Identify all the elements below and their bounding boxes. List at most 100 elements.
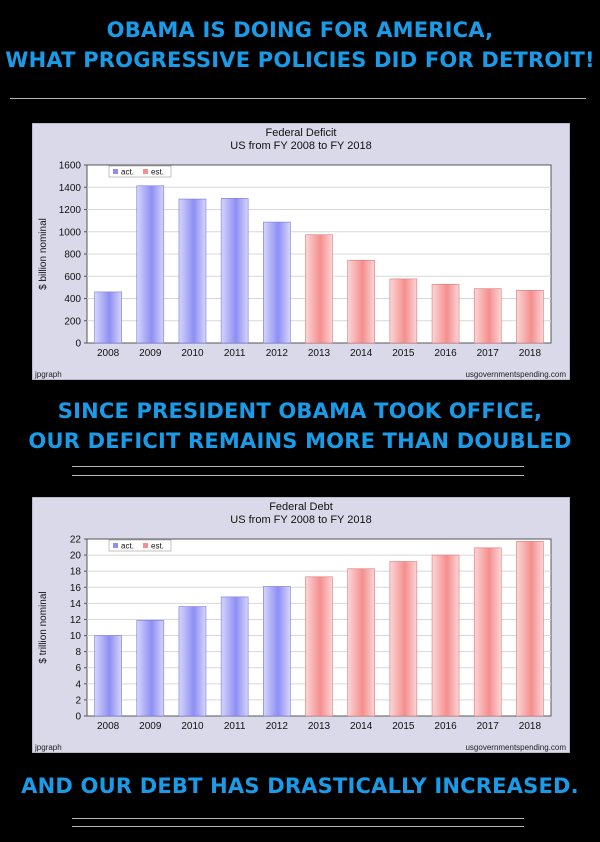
chart-title: Federal Deficit (266, 127, 337, 139)
y-axis-label: $ billion nominal (38, 218, 49, 290)
legend-box (108, 165, 172, 178)
bar-actual-2010 (178, 198, 207, 344)
y-tick-label: 10 (70, 631, 82, 642)
x-tick-label: 2011 (224, 348, 246, 359)
footer-right: usgovernmentspending.com (465, 743, 566, 752)
bar-estimated-2014 (347, 259, 375, 344)
headline-top: OBAMA IS DOING FOR AMERICA, WHAT PROGRES… (0, 15, 600, 75)
bar-estimated-2017 (473, 547, 502, 717)
y-tick-label: 16 (70, 583, 82, 594)
y-tick-label: 400 (64, 294, 81, 305)
legend-label-actual: act. (121, 168, 134, 177)
y-tick-label: 12 (70, 615, 82, 626)
x-tick-label: 2015 (392, 721, 415, 732)
x-tick-label: 2012 (266, 721, 289, 732)
y-tick-label: 800 (64, 250, 81, 261)
bar-actual-2008 (94, 291, 122, 344)
x-tick-label: 2016 (434, 348, 457, 359)
x-tick-label: 2018 (519, 348, 542, 359)
divider-middle-2 (72, 475, 524, 476)
x-tick-label: 2017 (477, 721, 500, 732)
bar-actual-2012 (263, 221, 291, 344)
bar-estimated-2015 (389, 278, 418, 344)
x-tick-label: 2013 (308, 721, 331, 732)
x-tick-label: 2010 (181, 348, 204, 359)
y-tick-label: 200 (64, 316, 81, 327)
chart-title: Federal Debt (269, 501, 333, 513)
headline-top-line-1: OBAMA IS DOING FOR AMERICA, (106, 18, 494, 42)
y-tick-label: 0 (75, 339, 81, 350)
divider-top (10, 98, 586, 99)
bar-actual-2009 (136, 619, 165, 717)
chart-subtitle: US from FY 2008 to FY 2018 (230, 140, 371, 152)
bar-actual-2010 (178, 606, 207, 717)
x-tick-label: 2018 (519, 721, 542, 732)
y-tick-label: 1000 (59, 227, 82, 238)
legend-swatch-actual (113, 543, 118, 548)
x-tick-label: 2008 (97, 348, 120, 359)
bar-estimated-2018 (516, 541, 544, 717)
footer-right: usgovernmentspending.com (465, 370, 566, 379)
legend-swatch-actual (113, 169, 118, 174)
footer-left: jpgraph (34, 743, 62, 752)
legend-label-actual: act. (121, 542, 134, 551)
headline-middle-line-2: OUR DEFICIT REMAINS MORE THAN DOUBLED (28, 429, 572, 453)
x-tick-label: 2009 (139, 348, 162, 359)
legend-label-estimated: est. (151, 168, 164, 177)
bar-actual-2011 (220, 596, 249, 717)
x-tick-label: 2014 (350, 348, 373, 359)
x-tick-label: 2014 (350, 721, 373, 732)
bar-actual-2009 (136, 185, 165, 344)
bar-actual-2011 (220, 198, 249, 344)
bar-estimated-2016 (431, 554, 460, 717)
y-axis-label: $ trillion nominal (38, 591, 49, 663)
y-tick-label: 8 (75, 647, 81, 658)
bar-actual-2012 (263, 586, 291, 717)
bar-estimated-2016 (431, 283, 460, 344)
x-tick-label: 2009 (139, 721, 162, 732)
divider-middle-1 (72, 466, 524, 467)
x-tick-label: 2017 (477, 348, 500, 359)
headline-bottom-line-1: AND OUR DEBT HAS DRASTICALLY INCREASED. (21, 774, 579, 798)
x-tick-label: 2015 (392, 348, 415, 359)
y-tick-label: 1600 (59, 161, 82, 172)
y-tick-label: 6 (75, 663, 81, 674)
x-tick-label: 2010 (181, 721, 204, 732)
bar-estimated-2014 (347, 568, 375, 717)
y-tick-label: 600 (64, 272, 81, 283)
bar-estimated-2017 (473, 288, 502, 344)
y-tick-label: 4 (75, 679, 81, 690)
debt-chart-panel: Federal Debt US from FY 2008 to FY 2018 0 2… (32, 497, 570, 753)
deficit-chart-panel: Federal Deficit US from FY 2008 to FY 201… (32, 123, 570, 380)
headline-top-line-2: WHAT PROGRESSIVE POLICIES DID FOR DETROI… (5, 48, 595, 72)
y-tick-label: 2 (75, 695, 81, 706)
footer-left: jpgraph (34, 370, 62, 379)
y-tick-label: 1200 (59, 205, 82, 216)
headline-bottom: AND OUR DEBT HAS DRASTICALLY INCREASED. (0, 771, 600, 801)
y-tick-label: 22 (70, 535, 82, 546)
x-tick-label: 2012 (266, 348, 289, 359)
legend-swatch-estimated (143, 543, 148, 548)
x-tick-label: 2013 (308, 348, 331, 359)
y-tick-label: 1400 (59, 183, 82, 194)
y-tick-label: 18 (70, 567, 82, 578)
x-tick-label: 2016 (434, 721, 457, 732)
chart-subtitle: US from FY 2008 to FY 2018 (230, 514, 371, 526)
legend-box (108, 539, 172, 552)
headline-middle-line-1: SINCE PRESIDENT OBAMA TOOK OFFICE, (57, 399, 543, 423)
divider-bottom-1 (72, 818, 524, 819)
bar-estimated-2015 (389, 561, 418, 717)
bar-estimated-2018 (516, 289, 544, 344)
y-tick-label: 20 (70, 551, 82, 562)
y-tick-label: 14 (70, 599, 82, 610)
headline-middle: SINCE PRESIDENT OBAMA TOOK OFFICE, OUR D… (0, 396, 600, 456)
x-tick-label: 2011 (224, 721, 246, 732)
legend-swatch-estimated (143, 169, 148, 174)
bar-estimated-2013 (305, 576, 333, 717)
y-tick-label: 0 (75, 712, 81, 723)
x-tick-label: 2008 (97, 721, 120, 732)
divider-bottom-2 (72, 826, 524, 827)
bar-estimated-2013 (305, 234, 333, 344)
